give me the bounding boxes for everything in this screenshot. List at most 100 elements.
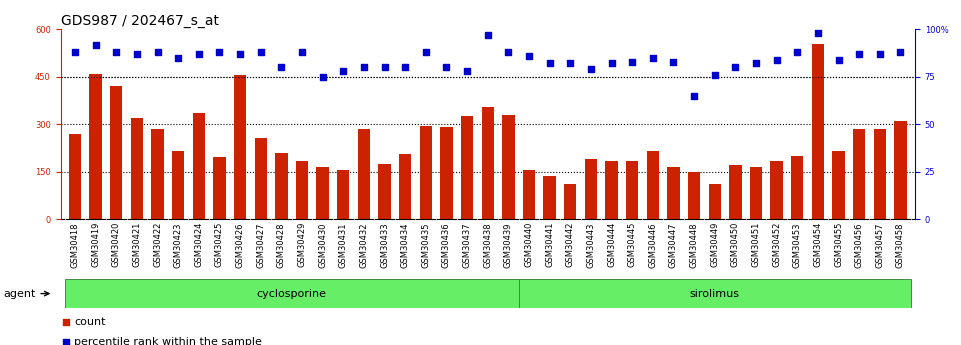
- Bar: [357, 129, 370, 219]
- Point: [686, 93, 702, 99]
- Point: [439, 65, 455, 70]
- Bar: [523, 170, 535, 219]
- Point: [357, 65, 372, 70]
- Text: GSM30422: GSM30422: [153, 222, 162, 267]
- Text: GSM30449: GSM30449: [710, 222, 719, 267]
- Text: GSM30454: GSM30454: [813, 222, 823, 267]
- Point: [418, 49, 433, 55]
- Point: [459, 68, 475, 74]
- Point: [666, 59, 681, 64]
- Bar: [729, 165, 742, 219]
- Point: [211, 49, 227, 55]
- Point: [294, 49, 309, 55]
- Text: GSM30455: GSM30455: [834, 222, 843, 267]
- Bar: [192, 113, 205, 219]
- Bar: [832, 151, 845, 219]
- Point: [707, 72, 723, 78]
- Bar: [647, 151, 659, 219]
- Point: [727, 65, 743, 70]
- Point: [398, 65, 413, 70]
- Text: GSM30451: GSM30451: [752, 222, 760, 267]
- Point: [170, 55, 185, 61]
- Bar: [667, 167, 679, 219]
- Text: GSM30436: GSM30436: [442, 222, 451, 268]
- Text: GSM30445: GSM30445: [628, 222, 636, 267]
- Bar: [440, 127, 453, 219]
- Bar: [64, 279, 519, 308]
- Point: [191, 51, 207, 57]
- Bar: [461, 116, 473, 219]
- Text: GSM30452: GSM30452: [772, 222, 781, 267]
- Bar: [750, 167, 762, 219]
- Bar: [379, 164, 391, 219]
- Point: [521, 53, 536, 59]
- Point: [625, 59, 640, 64]
- Text: GSM30437: GSM30437: [462, 222, 472, 268]
- Point: [604, 61, 619, 66]
- Text: GSM30429: GSM30429: [298, 222, 307, 267]
- Point: [790, 49, 805, 55]
- Text: agent: agent: [3, 289, 49, 298]
- Bar: [791, 156, 803, 219]
- Text: GSM30447: GSM30447: [669, 222, 678, 268]
- Bar: [605, 160, 618, 219]
- Text: GSM30458: GSM30458: [896, 222, 905, 268]
- Text: GSM30420: GSM30420: [111, 222, 121, 267]
- Point: [315, 74, 331, 79]
- Bar: [275, 152, 287, 219]
- Point: [872, 51, 887, 57]
- Point: [58, 319, 73, 324]
- Bar: [584, 159, 597, 219]
- Point: [377, 65, 392, 70]
- Point: [769, 57, 784, 62]
- Point: [129, 51, 144, 57]
- Bar: [89, 73, 102, 219]
- Bar: [131, 118, 143, 219]
- Text: GSM30434: GSM30434: [401, 222, 409, 268]
- Text: GSM30435: GSM30435: [421, 222, 431, 268]
- Bar: [296, 160, 308, 219]
- Text: GSM30448: GSM30448: [690, 222, 699, 268]
- Text: GSM30453: GSM30453: [793, 222, 801, 268]
- Point: [233, 51, 248, 57]
- Text: percentile rank within the sample: percentile rank within the sample: [74, 337, 262, 345]
- Point: [274, 65, 289, 70]
- Point: [501, 49, 516, 55]
- Text: GSM30444: GSM30444: [607, 222, 616, 267]
- Bar: [316, 167, 329, 219]
- Text: GSM30456: GSM30456: [854, 222, 864, 268]
- Bar: [708, 184, 721, 219]
- Text: GSM30433: GSM30433: [380, 222, 389, 268]
- Bar: [420, 126, 432, 219]
- Text: GSM30440: GSM30440: [525, 222, 533, 267]
- Text: GSM30428: GSM30428: [277, 222, 285, 268]
- Text: GSM30423: GSM30423: [174, 222, 183, 268]
- Bar: [111, 86, 122, 219]
- Point: [831, 57, 847, 62]
- Point: [109, 49, 124, 55]
- Bar: [688, 171, 701, 219]
- Point: [851, 51, 867, 57]
- Bar: [399, 154, 411, 219]
- Point: [58, 339, 73, 345]
- Text: GSM30442: GSM30442: [566, 222, 575, 267]
- Point: [335, 68, 351, 74]
- Bar: [255, 138, 267, 219]
- Text: sirolimus: sirolimus: [690, 289, 740, 298]
- Point: [583, 66, 599, 72]
- Bar: [626, 160, 638, 219]
- Point: [810, 30, 825, 36]
- Text: GSM30431: GSM30431: [339, 222, 348, 268]
- Bar: [543, 176, 555, 219]
- Bar: [895, 121, 906, 219]
- Bar: [853, 129, 865, 219]
- Point: [562, 61, 578, 66]
- Point: [749, 61, 764, 66]
- Bar: [172, 151, 185, 219]
- Bar: [771, 160, 783, 219]
- Text: GSM30418: GSM30418: [70, 222, 80, 268]
- Text: GSM30426: GSM30426: [235, 222, 245, 268]
- Bar: [337, 170, 350, 219]
- Text: GSM30438: GSM30438: [483, 222, 492, 268]
- Text: GDS987 / 202467_s_at: GDS987 / 202467_s_at: [61, 14, 218, 28]
